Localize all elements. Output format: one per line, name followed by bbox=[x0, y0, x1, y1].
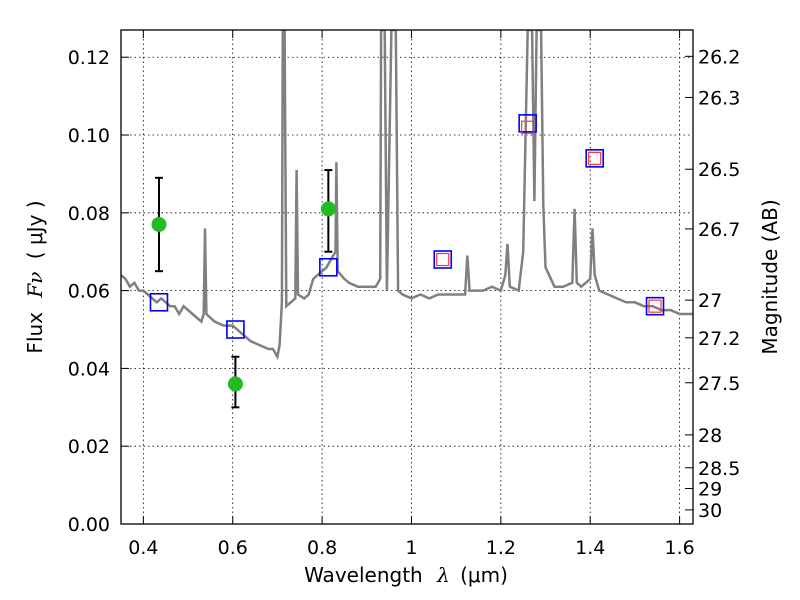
magnitude-tick-label: 30 bbox=[698, 500, 722, 522]
svg-text:Wavelength λ (μm): Wavelength λ (μm) bbox=[304, 563, 508, 587]
y-tick-label: 0.02 bbox=[68, 436, 110, 458]
y-axis-symbol: Fν bbox=[23, 272, 47, 299]
axis-ticks: 0.4 0.6 0.8 1 1.2 1.4 1.6 0.00 0.02 0.04 0.06 0.08 0… bbox=[68, 30, 740, 559]
model-photometry-square bbox=[585, 149, 604, 168]
x-axis-title: Wavelength λ (μm) bbox=[304, 563, 508, 587]
svg-text:Flux Fν ( μJy ): Flux Fν ( μJy ) bbox=[23, 200, 47, 353]
y-tick-label: 0.10 bbox=[68, 125, 110, 147]
model-photometry-square bbox=[149, 292, 169, 312]
x-axis-unit: (μm) bbox=[460, 563, 508, 587]
x-tick-label: 1.6 bbox=[664, 537, 694, 559]
magnitude-axis-label: Magnitude (AB) bbox=[758, 199, 782, 354]
x-tick-label: 0.6 bbox=[218, 537, 248, 559]
model-photometry-square bbox=[645, 296, 665, 316]
magnitude-tick-label: 28.5 bbox=[698, 458, 740, 480]
comparison-photometry-square bbox=[521, 120, 535, 134]
magnitude-tick-label: 26.5 bbox=[698, 159, 740, 181]
observed-photometry-point bbox=[227, 376, 243, 392]
comparison-photometry-square bbox=[648, 299, 662, 313]
model-photometry-square bbox=[518, 114, 537, 133]
x-axis-label: Wavelength bbox=[304, 563, 423, 587]
x-tick-label: 0.8 bbox=[307, 537, 337, 559]
model-photometry-square bbox=[319, 257, 338, 277]
magnitude-tick-label: 27 bbox=[698, 290, 722, 312]
x-tick-label: 0.4 bbox=[128, 537, 158, 559]
model-sed-line bbox=[121, 30, 693, 361]
observed-photometry-point bbox=[151, 216, 167, 232]
comparison-photometry-square bbox=[588, 151, 602, 165]
magnitude-tick-label: 28 bbox=[698, 425, 722, 447]
y-tick-label: 0.08 bbox=[68, 203, 110, 225]
comparison-photometry-square bbox=[436, 252, 450, 267]
y-tick-label: 0.04 bbox=[68, 358, 110, 380]
observed-photometry-point bbox=[320, 201, 336, 217]
plot-frame bbox=[120, 29, 694, 525]
y2-axis-title: Magnitude (AB) bbox=[758, 199, 782, 354]
y-tick-label: 0.00 bbox=[68, 514, 110, 536]
y-axis-unit: ( μJy ) bbox=[23, 200, 47, 259]
magnitude-tick-label: 29 bbox=[698, 479, 722, 501]
magnitude-tick-label: 26.7 bbox=[698, 219, 740, 241]
photometry-markers bbox=[149, 114, 665, 409]
magnitude-tick-label: 26.3 bbox=[698, 87, 740, 109]
x-tick-label: 1.4 bbox=[575, 537, 605, 559]
magnitude-tick-label: 27.5 bbox=[698, 373, 740, 395]
magnitude-tick-label: 26.2 bbox=[698, 46, 740, 68]
magnitude-tick-label: 27.2 bbox=[698, 328, 740, 350]
x-tick-label: 1 bbox=[405, 537, 417, 559]
y-tick-label: 0.06 bbox=[68, 281, 110, 303]
y-axis-title: Flux Fν ( μJy ) bbox=[23, 200, 47, 353]
model-photometry-square bbox=[433, 250, 453, 269]
y-tick-label: 0.12 bbox=[68, 47, 110, 69]
model-photometry-square bbox=[226, 320, 245, 339]
y-axis-label: Flux bbox=[23, 312, 47, 354]
x-tick-label: 1.2 bbox=[486, 537, 516, 559]
x-axis-symbol: λ bbox=[436, 563, 450, 587]
